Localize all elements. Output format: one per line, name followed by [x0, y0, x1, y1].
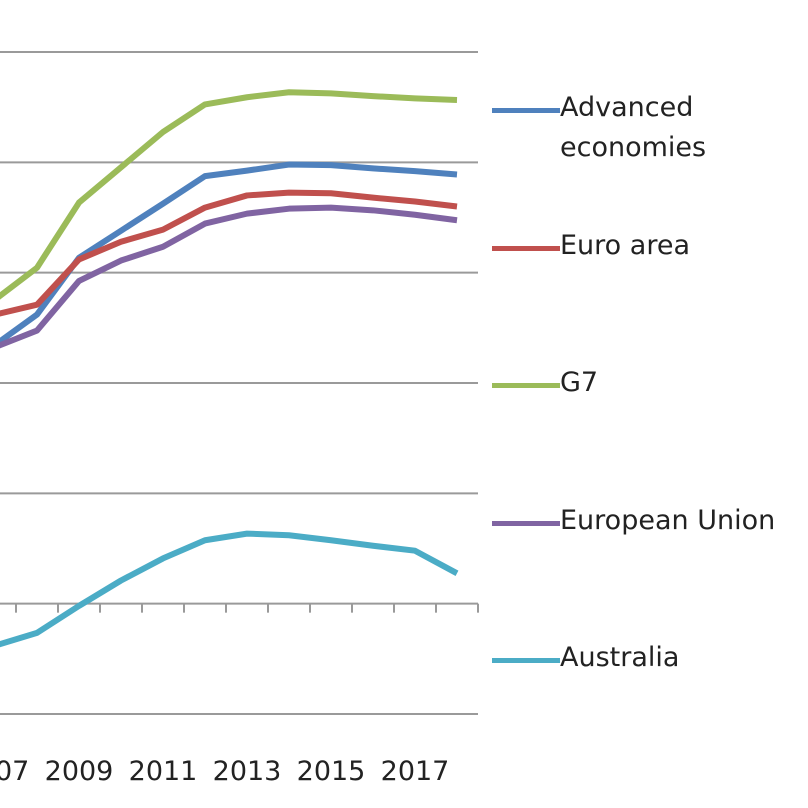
legend-label: Euro area	[560, 230, 690, 261]
legend-entry: Advanced economies	[492, 92, 795, 168]
x-tick-label: 2015	[297, 756, 366, 787]
legend-entry: European Union	[492, 505, 795, 541]
x-tick-label: 2011	[129, 756, 198, 787]
legend-entry: G7	[492, 367, 795, 403]
x-tick-label: 2013	[213, 756, 282, 787]
x-tick-label: 2007	[0, 756, 29, 787]
x-tick-label: 2017	[381, 756, 450, 787]
legend-label: European Union	[560, 505, 776, 536]
legend-entry: Euro area	[492, 230, 795, 266]
series-line	[0, 530, 459, 648]
x-tick-label: 2009	[45, 756, 114, 787]
legend-swatch	[492, 383, 560, 388]
legend-label: G7	[560, 367, 599, 398]
series-line	[0, 89, 458, 300]
legend-swatch	[492, 521, 560, 526]
legend-swatch	[492, 658, 560, 663]
series-line	[0, 161, 458, 346]
legend-entry: Australia	[492, 642, 795, 678]
legend-swatch	[492, 108, 560, 113]
legend-label: Australia	[560, 642, 680, 673]
series-line	[0, 204, 458, 349]
legend-label: Advanced economies	[560, 92, 707, 163]
series-line	[0, 189, 458, 317]
legend-swatch	[492, 246, 560, 251]
